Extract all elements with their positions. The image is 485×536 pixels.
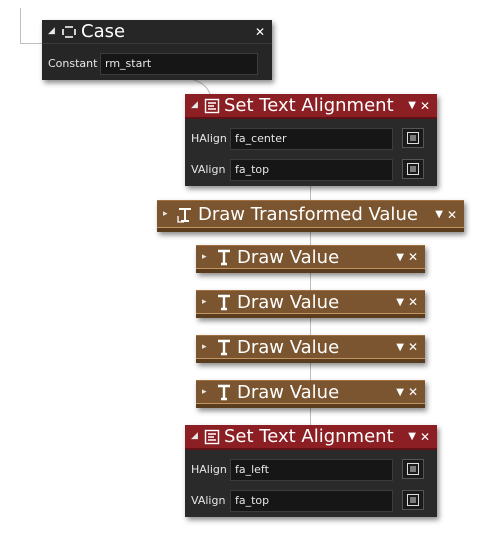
expand-triangle-icon[interactable]: ▸	[163, 209, 168, 219]
valign-label: VAlign	[191, 163, 226, 176]
block-title: Draw Value	[237, 246, 340, 268]
dropdown-arrow-icon[interactable]: ▼	[435, 209, 443, 220]
dropdown-arrow-icon[interactable]: ▼	[396, 296, 404, 308]
draw-value-block[interactable]: ▸ Draw Value ▼ ✕	[196, 245, 425, 273]
draw-value-block[interactable]: ▸ Draw Value ▼ ✕	[196, 380, 425, 408]
close-icon[interactable]: ✕	[407, 250, 418, 264]
close-icon[interactable]: ✕	[419, 429, 430, 444]
transform-text-icon	[176, 206, 194, 224]
asset-picker-button[interactable]	[402, 459, 424, 479]
case-block[interactable]: ◢ Case ✕ Constant rm_start	[42, 20, 272, 80]
valign-label: VAlign	[191, 494, 226, 507]
halign-field[interactable]: fa_left	[230, 458, 393, 481]
connector-wire	[310, 186, 311, 200]
close-icon[interactable]: ✕	[407, 295, 418, 309]
valign-field[interactable]: fa_top	[230, 489, 393, 512]
asset-picker-icon	[407, 163, 419, 175]
collapse-triangle-icon[interactable]: ◢	[191, 431, 198, 441]
dropdown-arrow-icon[interactable]: ▼	[396, 341, 404, 353]
collapse-triangle-icon[interactable]: ◢	[191, 100, 198, 110]
text-T-icon	[215, 248, 233, 266]
block-title: Set Text Alignment	[224, 95, 394, 116]
expand-triangle-icon[interactable]: ▸	[202, 386, 207, 397]
close-icon[interactable]: ✕	[254, 24, 265, 39]
asset-picker-icon	[407, 494, 419, 506]
halign-field[interactable]: fa_center	[230, 127, 393, 150]
expand-triangle-icon[interactable]: ▸	[202, 341, 207, 352]
case-title: Case	[81, 21, 126, 42]
text-align-icon	[204, 429, 220, 445]
text-T-icon	[215, 293, 233, 311]
expand-triangle-icon[interactable]: ▸	[202, 251, 207, 262]
collapse-triangle-icon[interactable]: ◢	[48, 26, 55, 36]
expand-triangle-icon[interactable]: ▸	[202, 296, 207, 307]
connector-wire	[310, 232, 311, 246]
asset-picker-icon	[407, 132, 419, 144]
connector-wire	[310, 407, 311, 425]
close-icon[interactable]: ✕	[407, 385, 418, 399]
connector-wire	[20, 8, 21, 44]
dropdown-arrow-icon[interactable]: ▼	[396, 251, 404, 263]
connector-wire	[20, 43, 42, 44]
block-title: Draw Value	[237, 291, 340, 313]
halign-label: HAlign	[191, 463, 227, 476]
valign-field[interactable]: fa_top	[230, 158, 393, 181]
dropdown-arrow-icon[interactable]: ▼	[408, 100, 416, 111]
draw-value-block[interactable]: ▸ Draw Value ▼ ✕	[196, 290, 425, 318]
dropdown-arrow-icon[interactable]: ▼	[396, 386, 404, 398]
dropdown-arrow-icon[interactable]: ▼	[408, 431, 416, 442]
text-align-icon	[204, 98, 220, 114]
connector-wire	[310, 272, 311, 290]
block-title: Draw Value	[237, 336, 340, 358]
case-icon	[61, 25, 77, 39]
close-icon[interactable]: ✕	[446, 207, 457, 222]
constant-field[interactable]: rm_start	[100, 52, 258, 75]
asset-picker-button[interactable]	[402, 159, 424, 179]
connector-wire	[310, 362, 311, 380]
draw-value-block[interactable]: ▸ Draw Value ▼ ✕	[196, 335, 425, 363]
block-title: Draw Value	[237, 381, 340, 403]
asset-picker-button[interactable]	[402, 128, 424, 148]
close-icon[interactable]: ✕	[419, 98, 430, 113]
text-T-icon	[215, 383, 233, 401]
close-icon[interactable]: ✕	[407, 340, 418, 354]
asset-picker-button[interactable]	[402, 490, 424, 510]
text-T-icon	[215, 338, 233, 356]
set-text-alignment-block[interactable]: ◢ Set Text Alignment ▼ ✕ HAlign fa_left …	[185, 425, 437, 517]
asset-picker-icon	[407, 463, 419, 475]
block-title: Draw Transformed Value	[198, 204, 418, 225]
constant-label: Constant	[48, 57, 98, 70]
connector-wire	[310, 317, 311, 335]
block-title: Set Text Alignment	[224, 426, 394, 447]
set-text-alignment-block[interactable]: ◢ Set Text Alignment ▼ ✕ HAlign fa_cente…	[185, 94, 437, 186]
draw-transformed-value-block[interactable]: ▸ Draw Transformed Value ▼ ✕	[157, 200, 464, 232]
halign-label: HAlign	[191, 132, 227, 145]
